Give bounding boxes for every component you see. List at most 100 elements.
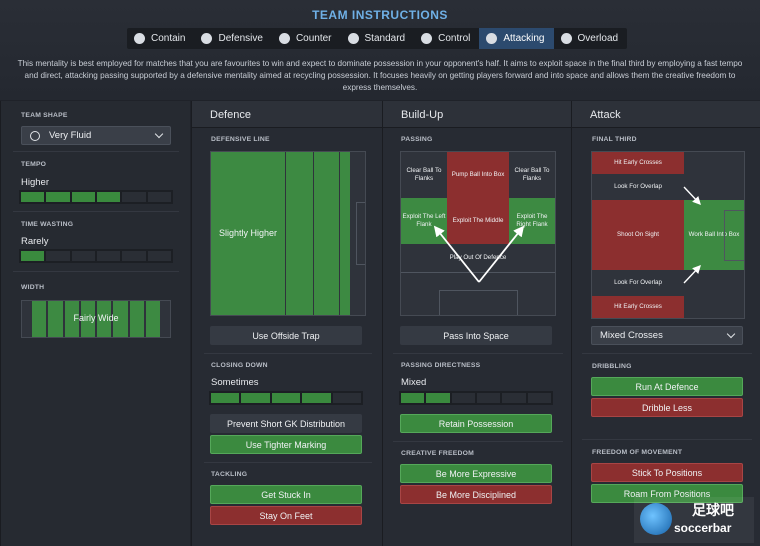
contain-icon bbox=[134, 33, 145, 44]
run-at-defence-button[interactable]: Run At Defence bbox=[591, 377, 743, 396]
control-icon bbox=[421, 33, 433, 44]
team-shape-dropdown[interactable]: Very Fluid bbox=[21, 126, 171, 145]
divider bbox=[393, 441, 563, 442]
slider-segment bbox=[21, 192, 45, 202]
slider-segment bbox=[96, 192, 121, 202]
directness-slider[interactable] bbox=[399, 391, 553, 405]
tab-overload[interactable]: Overload bbox=[554, 28, 628, 49]
watermark-globe-icon bbox=[640, 503, 672, 535]
chevron-down-icon bbox=[154, 129, 164, 139]
slider-segment bbox=[21, 251, 45, 261]
zone-work-ball-into-box[interactable]: Work Ball Into Box bbox=[684, 200, 744, 270]
slider-segment bbox=[451, 393, 475, 403]
attacking-icon bbox=[486, 33, 498, 44]
retain-possession-button[interactable]: Retain Possession bbox=[400, 414, 552, 433]
tab-control[interactable]: Control bbox=[414, 28, 479, 49]
use-offside-trap-button[interactable]: Use Offside Trap bbox=[210, 326, 362, 345]
slider-segment bbox=[302, 393, 331, 403]
tab-attacking[interactable]: Attacking bbox=[479, 28, 554, 49]
final-third-pitch[interactable]: Hit Early Crosses Look For Overlap Shoot… bbox=[591, 151, 745, 319]
zone-play-out[interactable]: Play Out Of Defence bbox=[449, 254, 507, 261]
divider bbox=[204, 462, 372, 463]
watermark-en: soccerbar bbox=[674, 521, 732, 535]
stay-on-feet-button[interactable]: Stay On Feet bbox=[210, 506, 362, 525]
slider-segment bbox=[476, 393, 501, 403]
zone-overlap-bottom[interactable]: Look For Overlap bbox=[614, 279, 662, 286]
width-label: WIDTH bbox=[21, 284, 45, 291]
shield-icon bbox=[201, 33, 213, 44]
more-disciplined-button[interactable]: Be More Disciplined bbox=[400, 485, 552, 504]
tempo-value: Higher bbox=[21, 177, 49, 188]
zone-exploit-middle[interactable]: Exploit The Middle bbox=[447, 198, 509, 244]
tab-label: Defensive bbox=[218, 33, 263, 44]
zone-shoot-on-sight[interactable]: Shoot On Sight bbox=[592, 200, 684, 270]
tab-label: Standard bbox=[364, 33, 406, 44]
zone-clear-left[interactable]: Clear Ball To Flanks bbox=[406, 167, 442, 182]
stick-to-positions-button[interactable]: Stick To Positions bbox=[591, 463, 743, 482]
tempo-label: TEMPO bbox=[21, 161, 47, 168]
def-zone-high bbox=[314, 152, 339, 315]
team-shape-value: Very Fluid bbox=[49, 130, 92, 141]
tab-contain[interactable]: Contain bbox=[127, 28, 194, 49]
slider-segment bbox=[241, 393, 270, 403]
zone-clear-right[interactable]: Clear Ball To Flanks bbox=[514, 167, 550, 182]
passing-pitch[interactable]: Clear Ball To Flanks Pump Ball Into Box … bbox=[400, 151, 556, 316]
zone-overlap-top[interactable]: Look For Overlap bbox=[614, 183, 662, 190]
slider-segment bbox=[401, 393, 425, 403]
tab-label: Counter bbox=[295, 33, 332, 44]
standard-icon bbox=[347, 33, 359, 44]
slider-segment bbox=[527, 393, 551, 403]
divider bbox=[582, 439, 752, 440]
divider bbox=[13, 151, 179, 152]
divider bbox=[13, 211, 179, 212]
slider-segment bbox=[122, 192, 146, 202]
tab-label: Attacking bbox=[503, 33, 545, 44]
time-wasting-slider[interactable] bbox=[19, 249, 173, 263]
closing-down-slider[interactable] bbox=[209, 391, 363, 405]
overload-icon bbox=[560, 33, 572, 44]
more-expressive-button[interactable]: Be More Expressive bbox=[400, 464, 552, 483]
dribbling-label: DRIBBLING bbox=[592, 363, 632, 370]
get-stuck-in-button[interactable]: Get Stuck In bbox=[210, 485, 362, 504]
tackling-label: TACKLING bbox=[211, 471, 248, 478]
slider-segment bbox=[332, 393, 362, 403]
slider-segment bbox=[71, 251, 95, 261]
buildup-title: Build-Up bbox=[383, 101, 571, 128]
slider-segment bbox=[46, 251, 70, 261]
cross-arrows-icon bbox=[683, 186, 701, 284]
tab-defensive[interactable]: Defensive bbox=[194, 28, 271, 49]
page-title: TEAM INSTRUCTIONS bbox=[312, 8, 448, 22]
defensive-line-pitch[interactable]: Slightly Higher bbox=[210, 151, 366, 316]
tab-label: Control bbox=[438, 33, 471, 44]
zone-early-crosses-bottom[interactable]: Hit Early Crosses bbox=[592, 296, 684, 318]
attack-column: Attack FINAL THIRD Hit Early Crosses Loo… bbox=[571, 101, 760, 546]
tab-label: Overload bbox=[577, 33, 619, 44]
tighter-marking-button[interactable]: Use Tighter Marking bbox=[210, 435, 362, 454]
slider-segment bbox=[502, 393, 526, 403]
defence-column: Defence DEFENSIVE LINE Slightly Higher U… bbox=[191, 101, 382, 546]
counter-icon bbox=[278, 33, 290, 44]
divider bbox=[582, 353, 752, 354]
prevent-short-gk-button[interactable]: Prevent Short GK Distribution bbox=[210, 414, 362, 433]
tab-standard[interactable]: Standard bbox=[341, 28, 415, 49]
width-pitch[interactable]: Fairly Wide bbox=[21, 300, 171, 338]
width-bands bbox=[32, 301, 160, 337]
defensive-line-value: Slightly Higher bbox=[218, 228, 278, 238]
passing-label: PASSING bbox=[401, 136, 433, 143]
crosses-dropdown[interactable]: Mixed Crosses bbox=[591, 326, 743, 345]
dribble-less-button[interactable]: Dribble Less bbox=[591, 398, 743, 417]
divider bbox=[13, 271, 179, 272]
pass-into-space-button[interactable]: Pass Into Space bbox=[400, 326, 552, 345]
buildup-column: Build-Up PASSING Clear Ball To Flanks Pu… bbox=[382, 101, 571, 546]
tab-counter[interactable]: Counter bbox=[272, 28, 341, 49]
team-shape-label: TEAM SHAPE bbox=[21, 112, 68, 119]
pass-arrows-icon bbox=[433, 225, 525, 283]
tempo-slider[interactable] bbox=[19, 190, 173, 204]
roam-from-positions-button[interactable]: Roam From Positions bbox=[591, 484, 743, 503]
slider-segment bbox=[426, 393, 450, 403]
zone-early-crosses-top[interactable]: Hit Early Crosses bbox=[592, 152, 684, 174]
mentality-description: This mentality is best employed for matc… bbox=[17, 59, 743, 92]
team-shape-column: TEAM SHAPE Very Fluid TEMPO Higher TIME … bbox=[0, 101, 190, 546]
divider bbox=[393, 353, 563, 354]
zone-pump-ball[interactable]: Pump Ball Into Box bbox=[447, 152, 509, 198]
